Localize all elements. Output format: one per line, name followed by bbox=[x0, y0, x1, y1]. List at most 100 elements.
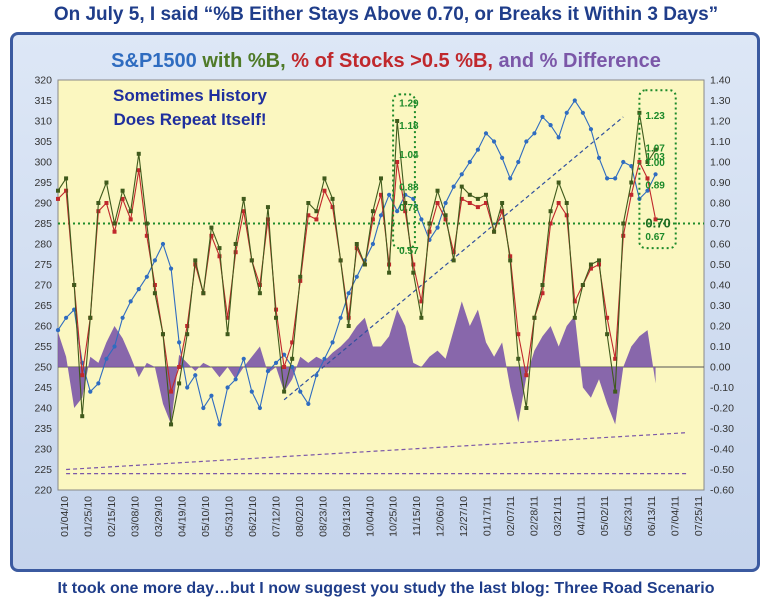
pctb-point bbox=[354, 242, 359, 246]
pct-stocks-point bbox=[556, 201, 561, 205]
pctb-point bbox=[370, 209, 375, 214]
sp1500-point bbox=[168, 266, 174, 271]
y-left-tick-label: 260 bbox=[34, 321, 52, 333]
y-left-tick-label: 270 bbox=[34, 280, 52, 292]
pct-stocks-point bbox=[459, 196, 464, 201]
sp1500-point bbox=[290, 364, 295, 370]
y-left-tick-label: 240 bbox=[34, 403, 52, 415]
pct-stocks-point bbox=[136, 168, 141, 173]
sp1500-point bbox=[524, 139, 529, 144]
sp1500-point bbox=[386, 192, 392, 197]
pct-stocks-point bbox=[435, 201, 440, 205]
sp1500-point bbox=[144, 274, 149, 279]
pct-stocks-point bbox=[152, 283, 157, 287]
pctb-point bbox=[112, 221, 117, 226]
highlight-box bbox=[638, 89, 677, 250]
y-right-tick-label: 0.20 bbox=[710, 321, 731, 333]
pct-stocks-point bbox=[637, 160, 642, 164]
box-value-label: 0.78 bbox=[399, 203, 419, 214]
pctb-point bbox=[225, 332, 230, 337]
y-left-tick-label: 320 bbox=[34, 75, 52, 87]
sp1500-point bbox=[201, 405, 206, 411]
pct-stocks-point bbox=[120, 196, 125, 201]
x-tick-label: 12/06/10 bbox=[435, 496, 447, 537]
x-tick-label: 01/25/10 bbox=[82, 496, 94, 537]
pct-stocks-point bbox=[427, 229, 432, 234]
pctb-point bbox=[483, 192, 488, 197]
pct-stocks-point bbox=[540, 291, 545, 296]
sp1500-point bbox=[225, 385, 230, 390]
pctb-point bbox=[395, 119, 400, 123]
annotation-text: Sometimes History bbox=[113, 86, 268, 105]
sp1500-point bbox=[338, 315, 343, 320]
pct-stocks-point bbox=[177, 365, 182, 369]
pctb-point bbox=[500, 201, 505, 205]
sp1500-point bbox=[209, 393, 214, 398]
pct-stocks-point bbox=[330, 205, 335, 210]
sp1500-point bbox=[605, 176, 610, 181]
x-tick-label: 07/25/11 bbox=[693, 496, 705, 536]
pctb-point bbox=[588, 262, 593, 267]
y-left-tick-label: 225 bbox=[34, 464, 52, 476]
y-right-tick-label: 0.80 bbox=[710, 198, 731, 210]
x-tick-label: 05/31/10 bbox=[223, 496, 235, 537]
annotation-text: Does Repeat Itself! bbox=[113, 110, 266, 129]
footer-caption: It took one more day…but I now suggest y… bbox=[57, 580, 715, 597]
pct-stocks-point bbox=[645, 176, 650, 181]
y-left-tick-label: 245 bbox=[34, 382, 52, 394]
x-tick-label: 07/04/11 bbox=[670, 496, 682, 536]
chart-title: S&P1500 with %B, % of Stocks >0.5 %B, an… bbox=[111, 50, 661, 72]
y-left-tick-label: 250 bbox=[34, 362, 52, 374]
y-right-tick-label: 0.70 bbox=[710, 218, 731, 230]
pct-stocks-point bbox=[629, 192, 634, 197]
sp1500-point bbox=[653, 172, 658, 177]
pct-stocks-point bbox=[225, 315, 230, 320]
sp1500-point bbox=[443, 200, 448, 206]
sp1500-point bbox=[177, 340, 182, 345]
pctb-point bbox=[629, 180, 634, 185]
pctb-point bbox=[419, 315, 424, 320]
y-left-tick-label: 255 bbox=[34, 341, 52, 353]
sp1500-point bbox=[128, 299, 133, 304]
pctb-point bbox=[548, 209, 553, 214]
y-right-tick-label: 0.10 bbox=[710, 341, 731, 353]
sp1500-point bbox=[451, 184, 456, 189]
x-tick-label: 05/10/10 bbox=[200, 496, 212, 537]
sp1500-point bbox=[629, 164, 634, 169]
pct-stocks-point bbox=[411, 262, 416, 267]
sp1500-point bbox=[613, 176, 618, 181]
y-left-tick-label: 305 bbox=[34, 136, 52, 148]
pctb-point bbox=[136, 151, 141, 156]
pctb-point bbox=[265, 205, 270, 210]
pct-stocks-point bbox=[572, 299, 577, 304]
pct-stocks-point bbox=[185, 324, 190, 328]
pctb-point bbox=[274, 315, 279, 320]
pctb-point bbox=[516, 356, 521, 361]
pctb-point bbox=[524, 406, 529, 410]
pctb-point bbox=[120, 188, 125, 193]
sp1500-point bbox=[556, 135, 561, 140]
sp1500-point bbox=[273, 360, 279, 365]
sp1500-point bbox=[306, 401, 311, 406]
x-tick-label: 11/15/10 bbox=[411, 496, 423, 536]
box-value-label: 0.67 bbox=[645, 232, 665, 243]
pctb-point bbox=[427, 221, 432, 226]
pct-stocks-point bbox=[265, 217, 270, 222]
pct-stocks-point bbox=[467, 201, 472, 205]
sp1500-point bbox=[136, 287, 141, 292]
pctb-point bbox=[233, 242, 238, 246]
pctb-point bbox=[580, 283, 585, 287]
trendline bbox=[66, 432, 688, 471]
x-tick-label: 06/13/11 bbox=[646, 496, 658, 536]
sp1500-point bbox=[257, 405, 262, 411]
pctb-point bbox=[467, 192, 472, 197]
pct-stocks-point bbox=[306, 213, 311, 218]
sp1500-point bbox=[112, 344, 117, 349]
pctb-point bbox=[492, 229, 497, 234]
sp1500-point bbox=[596, 155, 602, 160]
sp1500-point bbox=[483, 131, 489, 136]
y-left-tick-label: 290 bbox=[34, 198, 52, 210]
sp1500-point bbox=[88, 389, 93, 394]
sp1500-point bbox=[120, 315, 125, 320]
